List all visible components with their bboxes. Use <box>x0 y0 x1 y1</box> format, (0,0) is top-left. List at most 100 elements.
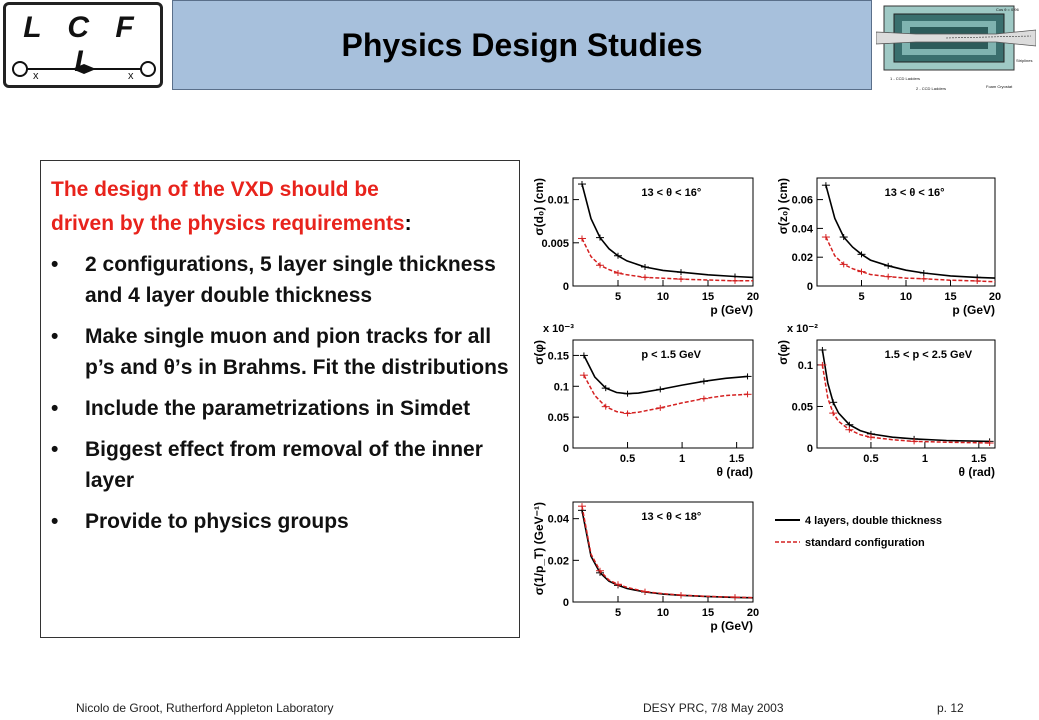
x-axis-label: θ (rad) <box>717 465 754 479</box>
foam-label: Foam Cryostat <box>986 84 1013 89</box>
legend-label-red: standard configuration <box>805 537 925 549</box>
plot-frame <box>572 177 754 287</box>
y-exponent-label: x 10⁻² <box>787 323 818 335</box>
x-tick-label: 0.5 <box>620 453 635 465</box>
footer-author: Nicolo de Groot, Rutherford Appleton Lab… <box>76 701 334 715</box>
footer-page-number: p. 12 <box>937 701 964 715</box>
x-tick-label: 0.5 <box>863 453 878 465</box>
y-tick-label: 0.01 <box>548 195 569 207</box>
intro-line-1: The design of the VXD should be <box>51 178 379 201</box>
y-axis-label: σ(φ) <box>776 340 790 365</box>
x-tick-label: 1.5 <box>971 453 986 465</box>
bullet-dot: • <box>51 397 59 420</box>
y-exponent-label: x 10⁻³ <box>543 323 574 335</box>
x-tick-label: 15 <box>702 291 714 303</box>
bullet-dot: • <box>51 510 59 533</box>
y-axis-label: σ(d₀) (cm) <box>532 178 546 236</box>
plot-z0: 0 0.02 0.04 0.06 5 10 15 20p (GeV) σ(z₀) (cm) 13 … <box>776 177 1001 317</box>
y-tick-label: 0.1 <box>798 360 813 372</box>
plot-legend: 4 layers, double thickness standard conf… <box>775 515 942 549</box>
y-tick-label: 0 <box>563 597 569 609</box>
cut-label: 13 < θ < 16° <box>885 187 945 199</box>
series-line-red <box>581 238 753 282</box>
series-line-black <box>581 183 754 279</box>
plot-d0: 0 0.005 0.01 5 10 15 20p (GeV) σ(d₀) (cm) 13 < θ… <box>532 177 759 317</box>
y-tick-label: 0 <box>807 281 813 293</box>
content-text-box: The design of the VXD should be driven b… <box>40 160 520 638</box>
ccd1-label: 1 - CCD Ladders <box>890 76 920 81</box>
x-tick-label: 5 <box>615 607 621 619</box>
cut-label: 13 < θ < 16° <box>641 187 701 199</box>
y-tick-label: 0.05 <box>548 412 569 424</box>
series-line-red <box>821 364 990 444</box>
logo-text: L C F I <box>23 11 143 78</box>
bullet-dot: • <box>51 253 59 276</box>
x-tick-label: 10 <box>900 291 912 303</box>
y-tick-label: 0.06 <box>792 195 813 207</box>
cut-label: 13 < θ < 18° <box>641 511 701 523</box>
svg-text:x: x <box>128 70 134 82</box>
y-tick-label: 0.02 <box>548 555 569 567</box>
plot-frame <box>572 339 754 449</box>
logo-graphic: x x <box>12 61 156 82</box>
y-axis-label: σ(z₀) (cm) <box>776 178 790 234</box>
x-tick-label: 5 <box>858 291 864 303</box>
y-tick-label: 0.04 <box>548 514 570 526</box>
plot-invpt: 0 0.02 0.04 5 10 15 20p (GeV) σ(1/p_T) (GeV⁻¹) 1… <box>532 501 759 633</box>
series-line-red <box>825 236 996 283</box>
x-tick-label: 20 <box>989 291 1001 303</box>
svg-text:x: x <box>33 70 39 82</box>
y-tick-label: 0.02 <box>792 252 813 264</box>
y-tick-label: 0 <box>807 443 813 455</box>
legend-label-black: 4 layers, double thickness <box>805 515 942 527</box>
cut-label: 1.5 < p < 2.5 GeV <box>885 349 973 361</box>
page-title: Physics Design Studies <box>341 26 703 63</box>
series-line-red <box>583 374 748 415</box>
x-axis-label: θ (rad) <box>959 465 996 479</box>
ccd2-label: 2 - CCD Ladders <box>916 86 946 91</box>
vxd-detector-diagram: Cos θ = 0.96 Striplines 1 - CCD Ladders … <box>876 5 1036 91</box>
plot-frame <box>572 501 754 603</box>
x-tick-label: 15 <box>944 291 956 303</box>
intro-line-2: driven by the physics requirements <box>51 212 405 235</box>
bullet-list: • 2 configurations, 5 layer single thickn… <box>51 249 511 547</box>
intro-colon: : <box>404 212 412 235</box>
x-tick-label: 20 <box>747 607 759 619</box>
x-tick-label: 1.5 <box>729 453 744 465</box>
bullet-item: • 2 configurations, 5 layer single thickn… <box>51 249 511 311</box>
bullet-item: • Make single muon and pion tracks for al… <box>51 321 511 383</box>
bullet-dot: • <box>51 438 59 461</box>
plot-frame <box>816 177 996 287</box>
series-line-black <box>821 349 990 443</box>
y-tick-label: 0.04 <box>792 223 814 235</box>
bullet-dot: • <box>51 325 59 348</box>
plot-phi2: 0 0.05 0.1 0.5 1 1.5θ (rad) σ(φ) x 10⁻² 1.5 < p … <box>776 323 996 479</box>
y-tick-label: 0.15 <box>548 350 569 362</box>
y-axis-label: σ(φ) <box>532 340 546 365</box>
x-tick-label: 1 <box>679 453 685 465</box>
y-tick-label: 0.005 <box>541 238 569 250</box>
x-axis-label: p (GeV) <box>710 303 753 317</box>
bullet-item: • Provide to physics groups <box>51 506 511 537</box>
series-line-black <box>825 184 996 279</box>
x-tick-label: 15 <box>702 607 714 619</box>
x-tick-label: 20 <box>747 291 759 303</box>
plot-phi1: 0 0.05 0.1 0.15 0.5 1 1.5θ (rad) σ(φ) x 10⁻³ p < … <box>532 323 754 479</box>
cut-label: p < 1.5 GeV <box>641 349 701 361</box>
striplines-label: Striplines <box>1016 58 1032 63</box>
title-banner: Physics Design Studies <box>172 0 872 90</box>
bullet-item: • Biggest effect from removal of the inne… <box>51 434 511 496</box>
series-line-red <box>581 506 754 599</box>
y-tick-label: 0 <box>563 281 569 293</box>
y-tick-label: 0.05 <box>792 401 813 413</box>
x-tick-label: 10 <box>657 291 669 303</box>
y-tick-label: 0.1 <box>554 381 569 393</box>
x-axis-label: p (GeV) <box>952 303 995 317</box>
y-axis-label: σ(1/p_T) (GeV⁻¹) <box>532 502 546 595</box>
cos-theta-label: Cos θ = 0.96 <box>996 7 1020 12</box>
bullet-item: • Include the parametrizations in Simdet <box>51 393 511 424</box>
intro-text: The design of the VXD should be driven b… <box>51 173 516 241</box>
footer-event: DESY PRC, 7/8 May 2003 <box>643 701 784 715</box>
